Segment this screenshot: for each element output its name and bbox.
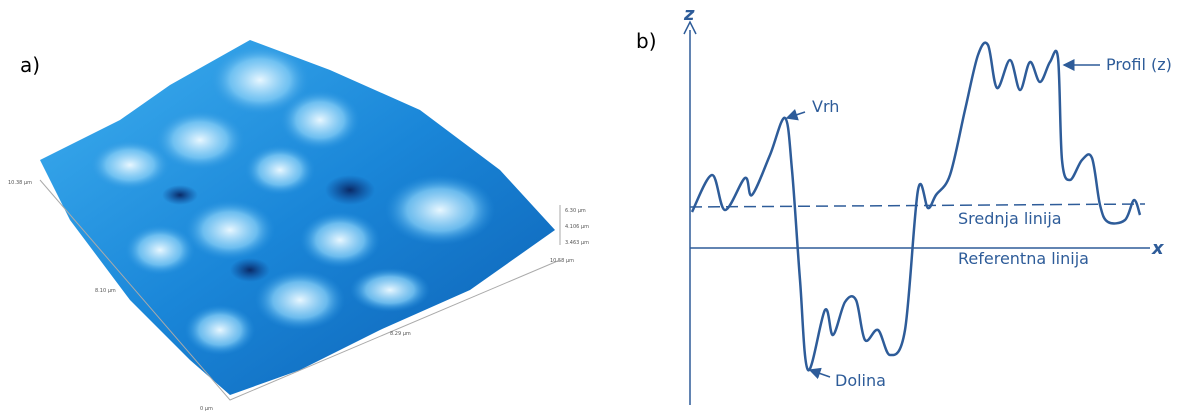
mean-line [690,204,1145,207]
z-axis-label: z [683,4,695,25]
annotation: Srednja linija [958,209,1062,228]
surface-axis-label: 8.29 µm [390,331,411,337]
surface-axis-label: 0 µm [200,406,213,412]
annotation: Profil (z) [1106,55,1172,74]
surface-scale-label: 6.30 µm [565,208,586,214]
profile-diagram [684,22,1150,405]
panel-label: b) [636,29,657,53]
surface-axis-label: 8.10 µm [95,288,116,294]
profile-curve [692,43,1140,371]
surface-axis-label: 10.58 µm [550,258,574,264]
surface-scale-label: 3.463 µm [565,240,589,246]
surface-3d [40,40,560,400]
surface-scale-label: 4.106 µm [565,224,589,230]
figure: a) 10.38 µm 8.10 µm 8.29 µm 0 µm 10.58 µ… [0,0,1186,414]
annotation: Referentna linija [958,249,1089,268]
annotation: Vrh [812,97,839,116]
panel-label: a) [20,53,40,77]
annotation: Dolina [835,371,886,390]
surface-axis-label: 10.38 µm [8,180,32,186]
x-axis-label: x [1151,238,1165,259]
